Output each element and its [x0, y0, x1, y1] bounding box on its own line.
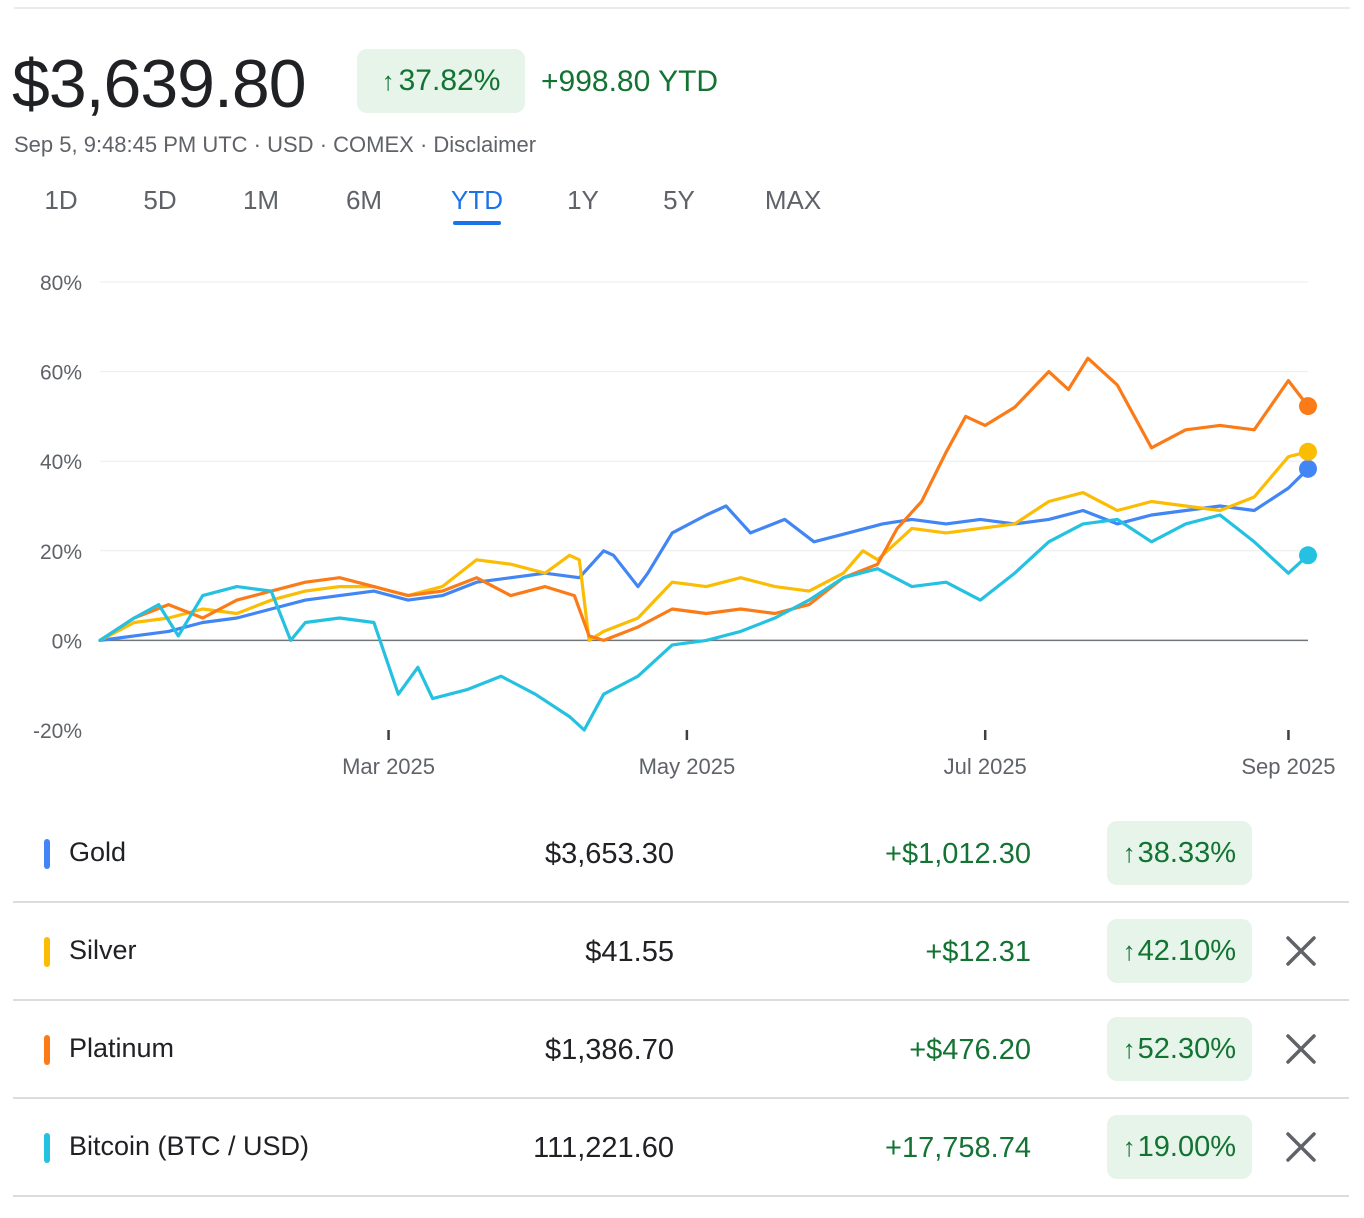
y-tick-label: 80% [40, 272, 82, 295]
table-row-platinum[interactable]: Platinum $1,386.70 +$476.20 ↑52.30% [0, 1000, 1364, 1099]
tab-1y[interactable]: 1Y [567, 185, 599, 215]
percent-change-badge: ↑ 37.82% [357, 49, 525, 113]
row-price: $1,386.70 [544, 1034, 674, 1066]
series-endpoint-gold [1299, 459, 1317, 478]
active-tab-indicator [453, 221, 501, 225]
row-change: +$476.20 [909, 1034, 1031, 1066]
row-percent-badge: ↑52.30% [1106, 1017, 1252, 1081]
row-percent-badge: ↑42.10% [1106, 919, 1252, 983]
row-name: Silver [69, 935, 137, 965]
y-tick-label: 60% [40, 362, 82, 385]
series-line-gold [98, 467, 1310, 642]
row-price: 111,221.60 [533, 1132, 674, 1164]
series-line-silver [98, 450, 1310, 642]
ytd-change: +998.80 YTD [541, 65, 719, 98]
y-tick-label: -20% [33, 720, 82, 743]
row-price: $41.55 [585, 936, 674, 968]
range-tabs: 1D 5D 1M 6M YTD 1Y 5Y MAX [0, 180, 900, 230]
disclaimer-link[interactable]: Disclaimer [433, 132, 537, 157]
row-name: Gold [69, 837, 127, 867]
x-tick-label: Mar 2025 [342, 754, 435, 779]
x-tick-label: Jul 2025 [944, 754, 1027, 779]
y-tick-label: 40% [40, 451, 82, 474]
row-price: $3,653.30 [544, 838, 674, 870]
tab-5d[interactable]: 5D [143, 185, 177, 215]
tab-6m[interactable]: 6M [345, 185, 383, 215]
row-name: Platinum [69, 1033, 175, 1063]
top-divider [14, 7, 1350, 9]
row-divider [13, 1195, 1349, 1197]
tab-1d[interactable]: 1D [44, 185, 78, 215]
table-row-bitcoin[interactable]: Bitcoin (BTC / USD) 111,221.60 +17,758.7… [0, 1098, 1364, 1197]
series-line-platinum [98, 356, 1310, 642]
series-endpoint-silver [1299, 442, 1317, 461]
arrow-up-icon: ↑ [1122, 838, 1136, 868]
x-tick-label: May 2025 [639, 754, 736, 779]
x-tick-label: Sep 2025 [1241, 754, 1335, 779]
row-percent: 19.00% [1137, 1131, 1236, 1163]
close-icon[interactable] [1282, 1030, 1320, 1068]
exchange: COMEX [333, 132, 414, 157]
tab-ytd[interactable]: YTD [451, 185, 503, 215]
series-endpoint-bitcoin-btc-usd [1299, 546, 1317, 565]
arrow-up-icon: ↑ [1122, 936, 1136, 966]
price-meta: Sep 5, 9:48:45 PM UTC · USD · COMEX · Di… [14, 132, 537, 157]
arrow-up-icon: ↑ [1122, 1132, 1136, 1162]
row-percent: 38.33% [1137, 837, 1236, 869]
percent-change-value: 37.82% [398, 64, 501, 97]
row-percent: 42.10% [1137, 935, 1236, 967]
series-swatch-bitcoin [44, 1133, 50, 1163]
close-icon[interactable] [1282, 1128, 1320, 1166]
series-swatch-platinum [44, 1035, 50, 1065]
series-swatch-silver [44, 937, 50, 967]
y-tick-label: 0% [52, 630, 82, 653]
row-change: +17,758.74 [885, 1132, 1031, 1164]
arrow-up-icon: ↑ [381, 66, 395, 96]
tab-5y[interactable]: 5Y [663, 185, 695, 215]
tab-1m[interactable]: 1M [242, 185, 280, 215]
row-name: Bitcoin (BTC / USD) [69, 1131, 310, 1161]
current-price: $3,639.80 [12, 46, 307, 122]
row-percent-badge: ↑38.33% [1106, 821, 1252, 885]
tab-max[interactable]: MAX [764, 185, 822, 215]
arrow-up-icon: ↑ [1122, 1034, 1136, 1064]
series-swatch-gold [44, 839, 50, 869]
y-tick-label: 20% [40, 541, 82, 564]
row-percent-badge: ↑19.00% [1106, 1115, 1252, 1179]
chart-axes: 80% 60% 40% 20% 0% -20% Mar 2025 May 2025 Jul 20… [33, 272, 1336, 779]
row-change: +$1,012.30 [885, 838, 1031, 870]
series-endpoint-platinum [1299, 397, 1317, 416]
row-divider [13, 999, 1349, 1001]
row-divider [13, 901, 1349, 903]
currency: USD [267, 132, 314, 157]
row-divider [13, 1097, 1349, 1099]
chart-series [98, 356, 1317, 732]
close-icon[interactable] [1282, 932, 1320, 970]
performance-chart: 80% 60% 40% 20% 0% -20% Mar 2025 May 2025 Jul 20… [33, 272, 1336, 779]
row-change: +$12.31 [925, 936, 1031, 968]
timestamp: Sep 5, 9:48:45 PM UTC [14, 132, 248, 157]
row-percent: 52.30% [1137, 1033, 1236, 1065]
table-row-gold[interactable]: Gold $3,653.30 +$1,012.30 ↑38.33% [0, 804, 1364, 903]
series-line-bitcoin-btc-usd [98, 513, 1310, 732]
table-row-silver[interactable]: Silver $41.55 +$12.31 ↑42.10% [0, 902, 1364, 1001]
